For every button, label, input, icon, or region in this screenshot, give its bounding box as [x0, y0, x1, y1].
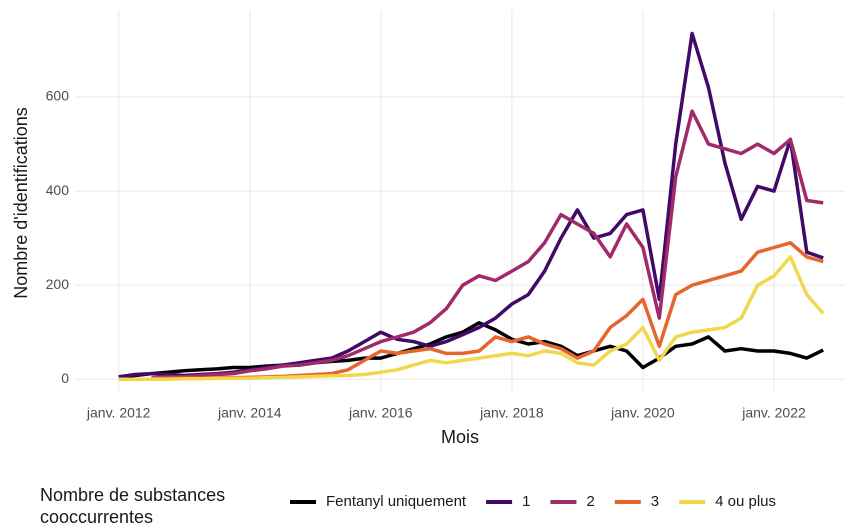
legend-label: Fentanyl uniquement [326, 493, 467, 510]
legend-label: 2 [586, 493, 594, 510]
legend-label: 1 [522, 493, 530, 510]
y-tick-label: 0 [61, 370, 69, 386]
series-line [151, 109, 824, 380]
x-tick-label: janv. 2012 [86, 405, 151, 421]
y-tick-label: 400 [46, 182, 70, 198]
x-tick-label: janv. 2022 [741, 405, 806, 421]
series-line [118, 255, 825, 381]
series-line [118, 31, 824, 379]
y-axis-label: Nombre d'identifications [11, 107, 31, 299]
legend-label: 4 ou plus [715, 493, 776, 510]
x-tick-label: janv. 2014 [217, 405, 282, 421]
y-tick-label: 600 [46, 88, 70, 104]
x-tick-label: janv. 2016 [348, 405, 413, 421]
series-line [118, 321, 824, 379]
x-tick-label: janv. 2020 [610, 405, 675, 421]
legend-title: Nombre de substances [40, 485, 225, 505]
x-tick-label: janv. 2018 [479, 405, 544, 421]
legend-label: 3 [651, 493, 659, 510]
x-axis-label: Mois [441, 427, 479, 447]
y-tick-label: 200 [46, 276, 70, 292]
legend-title: cooccurrentes [40, 507, 153, 527]
